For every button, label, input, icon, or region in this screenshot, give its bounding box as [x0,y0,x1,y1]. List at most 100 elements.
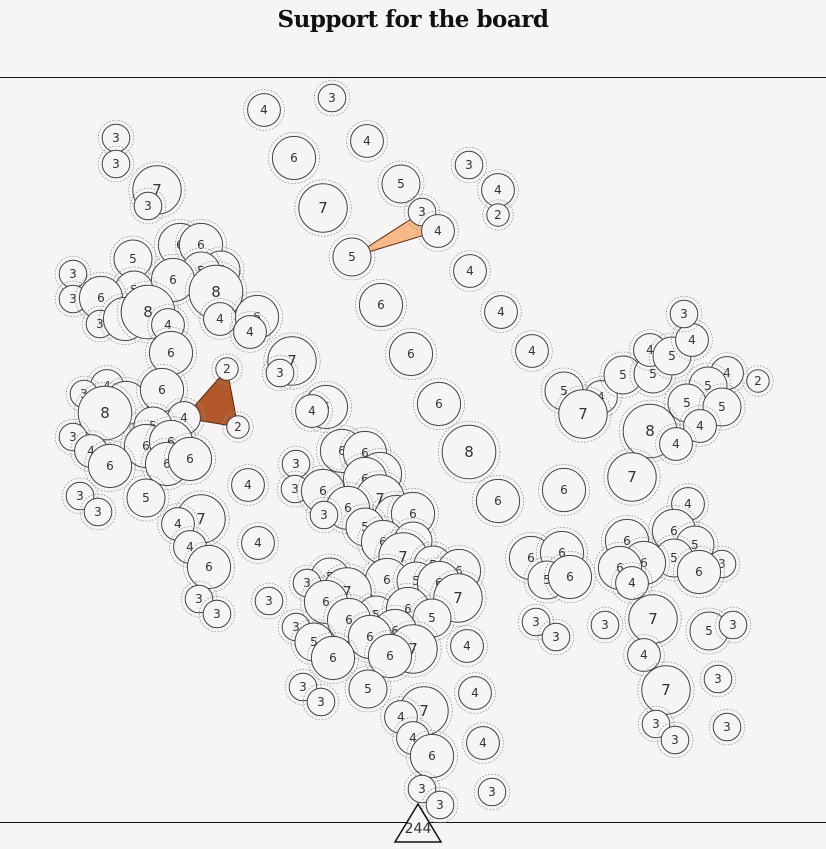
node-halo [227,464,269,506]
node-halo [250,582,288,620]
node: 4 [237,522,279,564]
node-label: 5 [691,538,699,552]
node-halo [623,634,665,676]
node-label: 3 [265,594,273,608]
node-label: 6 [623,534,631,548]
node-halo [284,668,322,706]
node-label: 3 [291,482,299,496]
node-label: 6 [345,613,353,627]
node-circle [247,93,281,127]
node-label: 7 [627,468,637,486]
node: 4 [227,464,269,506]
node-halo [699,660,737,698]
node-label: 5 [364,682,372,696]
node-circle [547,554,593,600]
node-halo [742,365,774,397]
node-label: 2 [234,420,242,434]
node-circle [669,299,699,329]
node-label: 5 [129,252,137,266]
node-label: 6 [695,565,703,579]
node-label: 7 [408,640,418,658]
node-label: 6 [290,151,298,165]
node-label: 4 [254,536,262,550]
node-circle [381,164,421,204]
node-label: 4 [164,318,172,332]
node-circle [590,610,620,640]
node: 4 [611,562,653,604]
node: 3 [250,582,288,620]
node-label: 7 [453,589,463,607]
node: 3 [637,705,675,743]
node-label: 8 [464,443,474,461]
node: 3 [517,603,555,641]
node-circle [226,415,250,439]
node-halo [377,160,425,208]
node-circle [683,409,717,443]
node-halo [656,721,694,759]
node-halo [54,255,92,293]
node: 6 [182,541,235,594]
node-label: 6 [404,602,412,616]
node: 6 [363,630,416,683]
node-halo [403,193,441,231]
node-label: 6 [377,298,385,312]
node-halo [679,405,721,447]
node-halo [380,696,422,738]
node-label: 3 [94,505,102,519]
node-label: 3 [718,557,726,571]
node: 3 [665,295,703,333]
node: 5 [344,665,392,713]
node: 6 [673,546,726,599]
node-halo [698,383,746,431]
node-halo [706,352,748,394]
node-label: 6 [409,507,417,521]
node-halo [384,620,442,678]
node-label: 3 [317,695,325,709]
node-circle [254,586,284,616]
node-label: 6 [167,346,175,360]
node: 3 [277,445,315,483]
node-halo [611,562,653,604]
node-label: 3 [671,733,679,747]
node-label: 3 [303,576,311,590]
node: 4 [243,89,285,131]
node-label: 5 [670,551,678,565]
node-label: 7 [648,610,658,628]
node-label: 4 [409,731,417,745]
node-label: 8 [211,283,221,301]
node-circle [421,214,455,248]
node-circle [77,385,133,441]
node-halo [471,474,524,527]
node-circle [475,478,521,524]
node-circle [265,358,295,388]
total-marker: 244 [393,802,443,843]
node-circle [521,607,551,637]
node-circle [298,183,348,233]
node-halo [511,330,553,372]
node-halo [261,354,299,392]
node-circle [83,497,113,527]
node-circle [607,452,657,502]
node-halo [299,380,352,433]
node-halo [79,493,117,531]
node-label: 6 [344,501,352,515]
node-halo [328,233,376,281]
node-halo [229,311,271,353]
node: 6 [306,632,359,685]
node: 4 [477,169,519,211]
node-label: 7 [152,181,162,199]
node-halo [147,304,189,346]
node-label: 6 [560,483,568,497]
node: 7 [294,179,352,237]
node-label: 3 [652,717,660,731]
node-circle [615,566,649,600]
node-label: 3 [69,267,77,281]
node-label: 3 [69,430,77,444]
node-label: 5 [705,624,713,638]
node: 4 [679,405,721,447]
node-circle [186,544,232,590]
node-label: 5 [310,635,318,649]
node: 7 [603,448,661,506]
node-label: 3 [112,131,120,145]
